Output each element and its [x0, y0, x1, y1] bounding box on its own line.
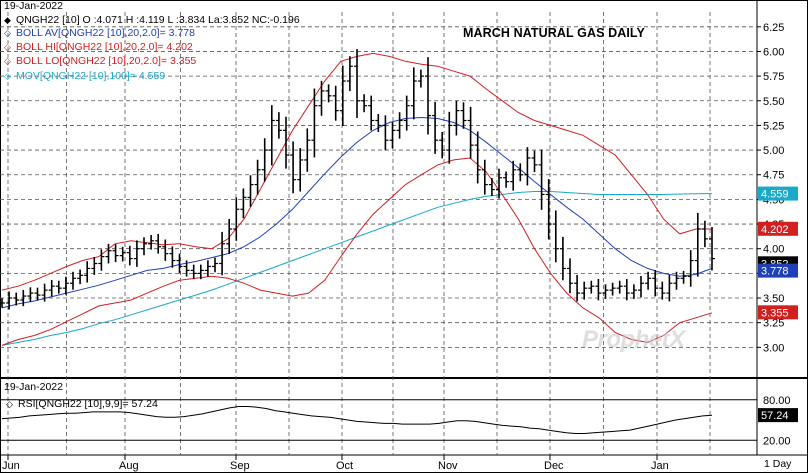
legend-mov: ◇ MOV[QNGH22 [10],100]= 4.559 [4, 70, 165, 83]
legend-price: ◆ QNGH22 [10] O :4.071 H :4.119 L :3.834 … [4, 14, 300, 27]
x-tick-label: Oct [336, 460, 353, 472]
y-tick-label: 6.00 [763, 46, 784, 58]
hollow-diamond-icon: ◇ [4, 28, 11, 38]
rsi-value-badge-text: 57.24 [761, 410, 789, 422]
legend-boll-lo: ◇ BOLL LO[QNGH22 [10],20,2.0]= 3.355 [4, 55, 196, 68]
legend-price-text: QNGH22 [10] O :4.071 H :4.119 L :3.834 L… [16, 14, 300, 26]
mov-line [1, 191, 713, 346]
legend-boll-hi: ◇ BOLL HI[QNGH22 [10],20,2.0]= 4.202 [4, 41, 193, 54]
value-badge [758, 186, 798, 201]
value-badge-text: 3.778 [761, 266, 789, 278]
y-tick-label: 3.00 [763, 342, 784, 354]
legend-boll-lo-text: BOLL LO[QNGH22 [10],20,2.0]= 3.355 [16, 55, 197, 67]
hollow-diamond-icon: ◇ [4, 42, 11, 52]
x-tick-label: Dec [544, 460, 564, 472]
boll-lo-line [1, 157, 713, 346]
y-tick-label: 4.00 [763, 244, 784, 256]
header-date: 19-Jan-2022 [4, 0, 63, 12]
x-tick-label: Nov [438, 460, 458, 472]
rsi-label: ◇ RSI[QNGH22 [10],9,9]= 57.24 [6, 398, 158, 411]
y-tick-label: 3.25 [763, 318, 784, 330]
value-badge-text: 3.355 [761, 307, 789, 319]
y-tick-label: 5.00 [763, 145, 784, 157]
x-tick-label: Aug [119, 460, 139, 472]
legend-boll-av-text: BOLL AV[QNGH22 [10],20,2.0]= 3.778 [16, 27, 195, 39]
period-label: 1 Day [764, 458, 792, 470]
rsi-line [1, 406, 713, 434]
value-badge [758, 305, 798, 320]
value-badge-text: 4.559 [761, 189, 789, 201]
hollow-diamond-icon: ◇ [4, 56, 11, 66]
value-badge-text: 4.202 [761, 224, 789, 236]
watermark-text: ProphetX [582, 326, 685, 353]
rsi-tick-label: 20.00 [763, 435, 791, 447]
legend-mov-text: MOV[QNGH22 [10],100]= 4.559 [16, 70, 166, 82]
value-badge [758, 263, 798, 278]
x-tick-label: Jun [2, 460, 20, 472]
x-tick-label: Sep [230, 460, 250, 472]
hollow-diamond-icon: ◇ [6, 399, 13, 409]
rsi-date: 19-Jan-2022 [4, 381, 63, 393]
x-tick-label: Jan [651, 460, 669, 472]
rsi-tick-label: 80.00 [763, 395, 791, 407]
y-tick-label: 5.50 [763, 96, 784, 108]
y-tick-label: 5.75 [763, 71, 784, 83]
value-badge [758, 221, 798, 236]
boll-av-line [1, 116, 713, 309]
rsi-label-text: RSI[QNGH22 [10],9,9]= 57.24 [18, 398, 158, 410]
y-tick-label: 3.50 [763, 293, 784, 305]
hollow-diamond-icon: ◇ [4, 71, 11, 81]
y-tick-label: 5.25 [763, 120, 784, 132]
rsi-value-badge [758, 408, 798, 423]
legend-boll-av: ◇ BOLL AV[QNGH22 [10],20,2.0]= 3.778 [4, 27, 195, 40]
chart-title: MARCH NATURAL GAS DAILY [463, 26, 645, 40]
filled-diamond-icon: ◆ [4, 15, 11, 25]
y-tick-label: 6.25 [763, 22, 784, 34]
legend-boll-hi-text: BOLL HI[QNGH22 [10],20,2.0]= 4.202 [16, 41, 193, 53]
y-tick-label: 4.75 [763, 170, 784, 182]
